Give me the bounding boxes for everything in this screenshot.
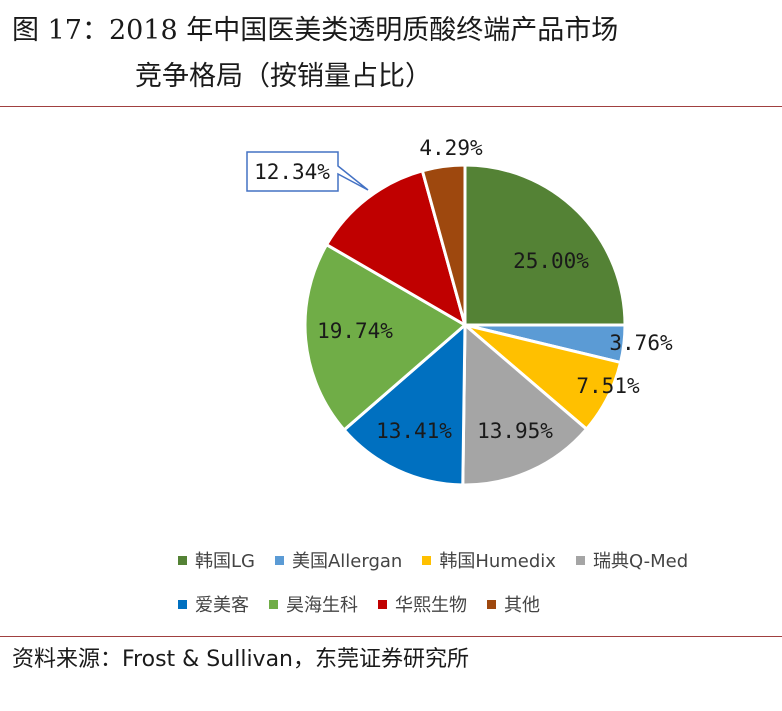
chart-title: 图 17：2018 年中国医美类透明质酸终端产品市场 竞争格局（按销量占比） (12, 8, 772, 100)
legend-item-imeik: 爱美客 (178, 591, 249, 617)
legend-label: 华熙生物 (395, 595, 467, 616)
bottom-divider (0, 636, 782, 637)
slice-label-2: 7.51% (576, 374, 640, 398)
slice-label-0: 25.00% (513, 249, 589, 273)
legend-item-humedix: 韩国Humedix (422, 547, 556, 573)
legend-label: 美国Allergan (291, 551, 403, 572)
legend-swatch (274, 555, 284, 565)
legend-row-2: 爱美客 昊海生科 华熙生物 其他 (178, 582, 778, 626)
slice-label-6: 12.34% (254, 160, 330, 184)
slice-label-7: 4.29% (419, 136, 483, 160)
pie-chart: 25.00% 3.76% 7.51% 13.95% 13.41% 19.74% 4.29% 1… (246, 136, 673, 487)
pie-slice-4 (342, 321, 467, 487)
legend-swatch (378, 599, 387, 609)
callout-label: 12.34% (246, 151, 369, 192)
legend-label: 爱美客 (195, 595, 249, 616)
legend-item-bloomage: 华熙生物 (378, 591, 467, 617)
legend-label: 昊海生科 (286, 595, 358, 616)
pie-slice-7 (420, 163, 467, 326)
legend-label: 韩国LG (195, 551, 255, 572)
legend-row-1: 韩国LG 美国Allergan 韩国Humedix 瑞典Q-Med (178, 538, 778, 582)
top-divider (0, 106, 782, 107)
legend-swatch (422, 555, 432, 565)
chart-title-line2: 竞争格局（按销量占比） (135, 61, 432, 92)
legend-swatch (269, 599, 278, 609)
legend-label: 瑞典Q-Med (592, 551, 689, 572)
source-note: 资料来源：Frost & Sullivan，东莞证券研究所 (12, 647, 469, 672)
legend: 韩国LG 美国Allergan 韩国Humedix 瑞典Q-Med 爱美客 昊海… (178, 538, 778, 626)
legend-swatch (487, 599, 496, 609)
slice-label-5: 19.74% (317, 319, 393, 343)
callout-box (246, 151, 369, 192)
pie-slice-6 (324, 168, 468, 329)
pie-slice-5 (303, 242, 468, 432)
legend-swatch (178, 599, 187, 609)
pie-slice-0 (463, 163, 627, 327)
legend-item-allergan: 美国Allergan (274, 547, 403, 573)
pie-slice-3 (461, 321, 589, 487)
slice-label-4: 13.41% (376, 419, 452, 443)
legend-item-qmed: 瑞典Q-Med (575, 547, 689, 573)
slice-label-1: 3.76% (609, 331, 673, 355)
legend-item-other: 其他 (487, 591, 540, 617)
slice-label-3: 13.95% (477, 419, 553, 443)
legend-swatch (178, 555, 187, 565)
legend-item-lg: 韩国LG (178, 547, 255, 573)
legend-label: 其他 (504, 595, 540, 616)
legend-item-haohai: 昊海生科 (269, 591, 358, 617)
chart-title-line1: 图 17：2018 年中国医美类透明质酸终端产品市场 (12, 15, 619, 46)
legend-swatch (575, 555, 585, 565)
legend-label: 韩国Humedix (439, 551, 556, 572)
